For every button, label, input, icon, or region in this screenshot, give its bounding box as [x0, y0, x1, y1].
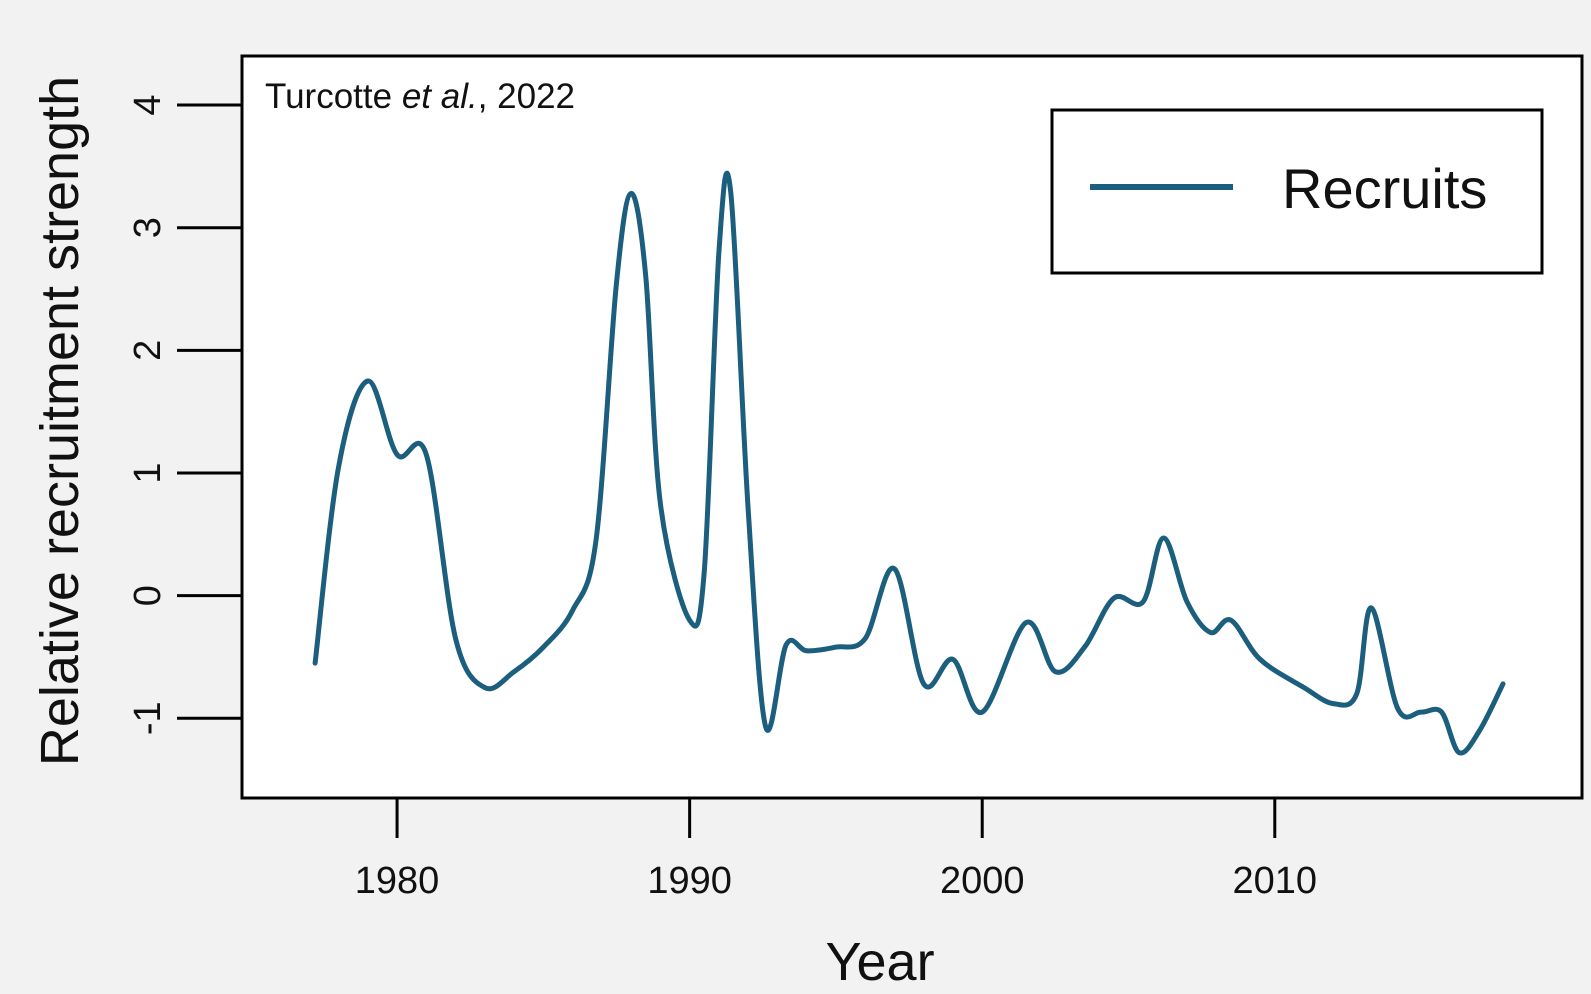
x-axis: 1980 1990 2000 2010	[355, 798, 1317, 902]
citation-author: Turcotte	[265, 77, 402, 116]
y-axis: -1 0 1 2 3 4	[127, 94, 242, 735]
x-tick-label: 1990	[647, 860, 732, 902]
legend: Recruits	[1050, 108, 1544, 275]
y-tick-label: 2	[127, 340, 169, 361]
x-tick-label: 1980	[355, 860, 440, 902]
y-tick-label: 3	[127, 217, 169, 238]
y-tick-label: -1	[127, 701, 169, 735]
y-tick-label: 4	[127, 94, 169, 115]
citation-annotation: Turcotte et al., 2022	[265, 77, 575, 116]
y-tick-label: 0	[127, 585, 169, 606]
y-axis-label: Relative recruitment strength	[30, 76, 90, 766]
legend-label: Recruits	[1282, 157, 1487, 220]
y-tick-label: 1	[127, 462, 169, 483]
series-line-recruits	[312, 170, 1506, 756]
series-layer	[312, 170, 1506, 756]
x-tick-label: 2000	[940, 860, 1025, 902]
citation-etal: et al.	[402, 77, 478, 116]
x-axis-label: Year	[825, 932, 934, 989]
citation-year: , 2022	[478, 77, 575, 116]
x-tick-label: 2010	[1233, 860, 1318, 902]
legend-box	[1050, 108, 1544, 275]
